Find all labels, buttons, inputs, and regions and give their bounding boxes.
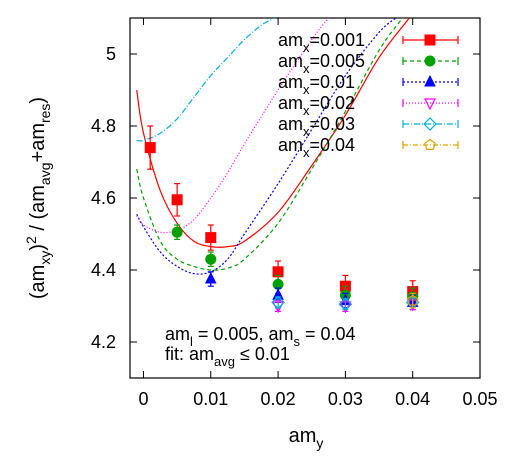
data-point bbox=[205, 251, 217, 267]
y-tick-label: 4.6 bbox=[91, 188, 116, 208]
fit-curve bbox=[136, 18, 410, 248]
x-tick-label: 0.02 bbox=[261, 389, 296, 409]
text-part: avg bbox=[214, 354, 235, 369]
y-axis-label: (amxy)2 / (amavg+amres) bbox=[23, 97, 53, 299]
data-point bbox=[271, 295, 285, 310]
fit-curves bbox=[136, 18, 410, 275]
x-axis-label: amy bbox=[289, 425, 324, 451]
text-part: ) bbox=[27, 244, 49, 251]
text-part: fit: am bbox=[165, 344, 214, 364]
y-tick-label: 4.4 bbox=[91, 260, 116, 280]
data-point bbox=[171, 224, 183, 240]
legend: amx=0.001amx=0.005amx=0.01amx=0.02amx=0.… bbox=[278, 30, 459, 160]
data-point bbox=[338, 297, 353, 312]
text-part: = 0.04 bbox=[300, 324, 356, 344]
data-point bbox=[171, 183, 183, 217]
text-part: (am bbox=[27, 265, 49, 299]
fit-curve bbox=[136, 18, 397, 275]
text-part: avg bbox=[37, 162, 53, 185]
data-marker bbox=[406, 294, 419, 306]
data-points bbox=[144, 125, 420, 314]
data-marker bbox=[271, 295, 285, 310]
text-part: ) bbox=[27, 97, 49, 104]
text-part: am bbox=[165, 324, 190, 344]
fit-curve bbox=[136, 18, 275, 142]
data-marker bbox=[338, 297, 353, 312]
text-part: res bbox=[37, 104, 53, 123]
x-tick-label: 0 bbox=[138, 389, 148, 409]
data-point bbox=[144, 125, 156, 170]
text-part: +am bbox=[27, 123, 49, 162]
data-point bbox=[406, 292, 419, 309]
data-marker bbox=[144, 142, 156, 154]
annotation-line: aml = 0.005, ams = 0.04 bbox=[165, 324, 356, 349]
y-tick-label: 4.8 bbox=[91, 116, 116, 136]
legend-label: amx=0.001 bbox=[278, 30, 365, 55]
text-part: / (am bbox=[27, 185, 49, 236]
axis-ticks: 0 0.01 0.02 0.03 0.04 0.05 4.2 4.4 4.6 4.8 5 bbox=[91, 18, 498, 409]
x-tick-label: 0.04 bbox=[395, 389, 430, 409]
text-part: l bbox=[190, 334, 193, 349]
legend-label: amx=0.04 bbox=[278, 135, 355, 160]
data-marker bbox=[171, 194, 183, 206]
legend-label: amx=0.03 bbox=[278, 114, 355, 139]
text-part: xy bbox=[37, 251, 53, 265]
legend-label: amx=0.02 bbox=[278, 93, 355, 118]
x-tick-label: 0.03 bbox=[328, 389, 363, 409]
legend-label: amx=0.01 bbox=[278, 72, 355, 97]
fit-curve bbox=[136, 18, 330, 234]
y-tick-label: 4.2 bbox=[91, 332, 116, 352]
data-marker bbox=[171, 226, 183, 238]
text-part: s bbox=[293, 334, 300, 349]
legend-label: amx=0.005 bbox=[278, 51, 365, 76]
data-marker bbox=[204, 271, 217, 284]
data-point bbox=[204, 271, 217, 287]
legend-marker bbox=[423, 117, 437, 131]
text-part: = 0.005, am bbox=[193, 324, 294, 344]
x-tick-label: 0.05 bbox=[462, 389, 497, 409]
legend-marker bbox=[424, 138, 436, 150]
data-point bbox=[205, 224, 217, 251]
y-tick-label: 5 bbox=[106, 44, 116, 64]
fit-curve bbox=[136, 18, 404, 271]
legend-marker bbox=[424, 55, 436, 67]
text-part: ≤ 0.01 bbox=[235, 344, 290, 364]
legend-marker bbox=[424, 34, 436, 46]
data-marker bbox=[205, 253, 217, 265]
data-marker bbox=[205, 232, 217, 244]
x-tick-label: 0.01 bbox=[193, 389, 228, 409]
text-part: 2 bbox=[23, 236, 39, 244]
legend-marker bbox=[424, 74, 436, 87]
legend-marker bbox=[424, 98, 436, 111]
annotation-line: fit: amavg ≤ 0.01 bbox=[165, 344, 290, 369]
